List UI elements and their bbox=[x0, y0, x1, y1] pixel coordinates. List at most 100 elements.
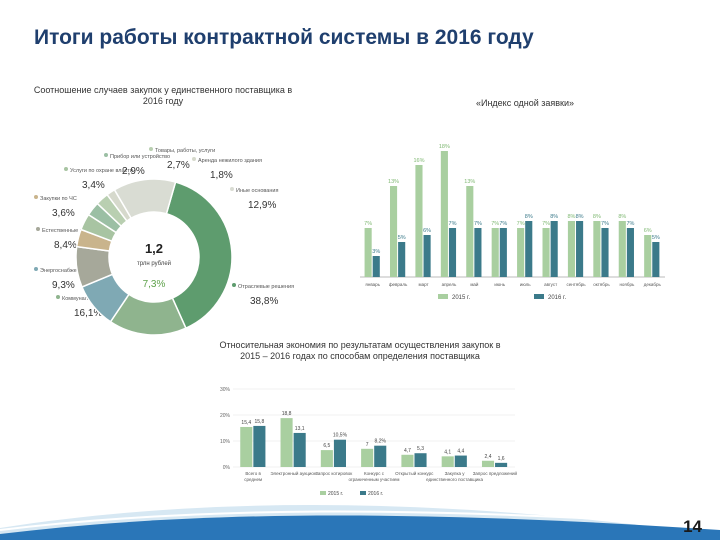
index-category-label: март bbox=[419, 282, 429, 287]
index-bar bbox=[364, 228, 372, 277]
economy-bar bbox=[374, 445, 387, 467]
page-number: 14 bbox=[683, 517, 702, 536]
economy-category-label: среднем bbox=[244, 477, 262, 482]
index-value-label: 18% bbox=[439, 144, 450, 150]
index-value-label: 7% bbox=[474, 221, 482, 227]
economy-category-label: Всего в bbox=[245, 471, 261, 476]
economy-category-label: Открытый конкурс bbox=[395, 470, 434, 476]
economy-legend-swatch bbox=[320, 491, 326, 495]
pie-slice-value: 3,4% bbox=[82, 180, 105, 191]
pie-label-bullet bbox=[149, 147, 153, 151]
economy-bar bbox=[293, 432, 306, 467]
index-value-label: 8% bbox=[576, 214, 584, 220]
index-value-label: 5% bbox=[398, 235, 406, 241]
pie-slice-label: Прибор или устройство bbox=[110, 153, 170, 160]
economy-ytick: 20% bbox=[220, 413, 231, 419]
index-category-label: август bbox=[544, 282, 557, 287]
index-bar bbox=[448, 228, 457, 277]
index-value-label: 5% bbox=[652, 235, 660, 241]
index-legend-swatch bbox=[534, 294, 544, 299]
index-category-label: май bbox=[470, 281, 479, 287]
index-bar bbox=[550, 221, 558, 277]
index-category-label: сентябрь bbox=[566, 282, 586, 287]
index-legend-label: 2015 г. bbox=[452, 295, 470, 301]
pie-slice-label: Товары, работы, услуги bbox=[155, 148, 215, 154]
economy-value-label: 4,7 bbox=[404, 448, 411, 454]
index-bar bbox=[466, 186, 474, 277]
pie-slice-label: Закупки по ЧС bbox=[40, 196, 77, 202]
pie-slice-value: 8,4% bbox=[54, 240, 77, 251]
index-bar bbox=[398, 242, 406, 277]
index-bar bbox=[644, 235, 652, 277]
index-bar bbox=[576, 221, 584, 277]
economy-legend-swatch bbox=[360, 491, 366, 495]
pie-slice-value: 9,3% bbox=[52, 280, 75, 291]
economy-bar bbox=[441, 456, 454, 467]
index-value-label: 7% bbox=[626, 221, 634, 227]
index-bar bbox=[423, 235, 431, 277]
index-value-label: 8% bbox=[618, 214, 626, 220]
index-category-label: июнь bbox=[494, 282, 505, 287]
index-category-label: декабрь bbox=[644, 282, 662, 287]
index-bar bbox=[567, 221, 576, 277]
economy-value-label: 18,8 bbox=[282, 411, 292, 417]
economy-bar bbox=[495, 462, 508, 467]
economy-bar bbox=[361, 448, 374, 467]
index-category-label: январь bbox=[365, 282, 380, 287]
index-value-label: 16% bbox=[413, 158, 424, 164]
index-bar bbox=[601, 228, 609, 277]
pie-slice-value: 2,7% bbox=[167, 160, 190, 171]
economy-value-label: 4,1 bbox=[444, 449, 451, 455]
economy-legend-label: 2016 г. bbox=[368, 491, 383, 497]
pie-center-value: 1,2 bbox=[145, 241, 163, 256]
economy-category-label: ограниченным участием bbox=[348, 477, 399, 482]
economy-bar bbox=[280, 418, 293, 467]
pie-slice-value: 38,8% bbox=[250, 296, 278, 307]
pie-slice-value: 3,6% bbox=[52, 208, 75, 219]
index-value-label: 7% bbox=[601, 221, 609, 227]
index-value-label: 7% bbox=[491, 221, 499, 227]
economy-category-label: Закупка у bbox=[445, 471, 466, 476]
economy-value-label: 2,4 bbox=[485, 454, 492, 460]
index-chart-title: «Индекс одной заявки» bbox=[475, 98, 575, 108]
pie-slice-label: Аренда нежилого здания bbox=[198, 158, 262, 164]
index-value-label: 6% bbox=[423, 228, 431, 234]
index-bar bbox=[491, 228, 499, 277]
pie-label-bullet bbox=[192, 157, 196, 161]
pie-slice-value: 2,9% bbox=[122, 166, 145, 177]
economy-value-label: 10,5% bbox=[333, 433, 348, 439]
economy-bar bbox=[481, 460, 495, 467]
index-category-label: апрель bbox=[442, 282, 457, 287]
pie-extra-label: 7,3% bbox=[143, 279, 166, 290]
economy-value-label: 15,4 bbox=[241, 420, 251, 426]
index-value-label: 7% bbox=[499, 221, 507, 227]
economy-category-label: Электронный аукцион bbox=[270, 470, 317, 476]
index-category-label: ноябрь bbox=[619, 282, 635, 287]
economy-category-label: Конкурс с bbox=[364, 471, 385, 476]
economy-bar bbox=[240, 426, 253, 467]
economy-bar bbox=[320, 450, 333, 467]
pie-slice-value: 12,9% bbox=[248, 200, 276, 211]
pie-center-unit: трлн рублей bbox=[137, 260, 171, 267]
index-category-label: июль bbox=[520, 282, 531, 287]
pie-slice-label: Энергоснабжение bbox=[40, 268, 86, 274]
index-category-label: февраль bbox=[389, 282, 408, 287]
economy-value-label: 15,8 bbox=[255, 419, 265, 425]
index-value-label: 6% bbox=[644, 228, 652, 234]
index-value-label: 7% bbox=[542, 221, 550, 227]
pie-label-bullet bbox=[34, 267, 38, 271]
pie-slice-label: Отраслевые решения bbox=[238, 284, 294, 290]
pie-label-bullet bbox=[64, 167, 68, 171]
pie-slice-value: 1,8% bbox=[210, 170, 233, 181]
pie-label-bullet bbox=[232, 283, 236, 287]
economy-value-label: 7 bbox=[366, 442, 369, 448]
economy-value-label: 13,1 bbox=[295, 426, 305, 432]
economy-value-label: 4,4 bbox=[457, 449, 464, 455]
index-bar bbox=[415, 165, 423, 277]
pie-slice-value: 16,1% bbox=[74, 308, 102, 319]
pie-slice-label: Услуги по охране власти bbox=[70, 168, 133, 174]
pie-slice bbox=[165, 181, 233, 330]
economy-ytick: 10% bbox=[220, 439, 231, 445]
index-bar bbox=[542, 228, 550, 277]
